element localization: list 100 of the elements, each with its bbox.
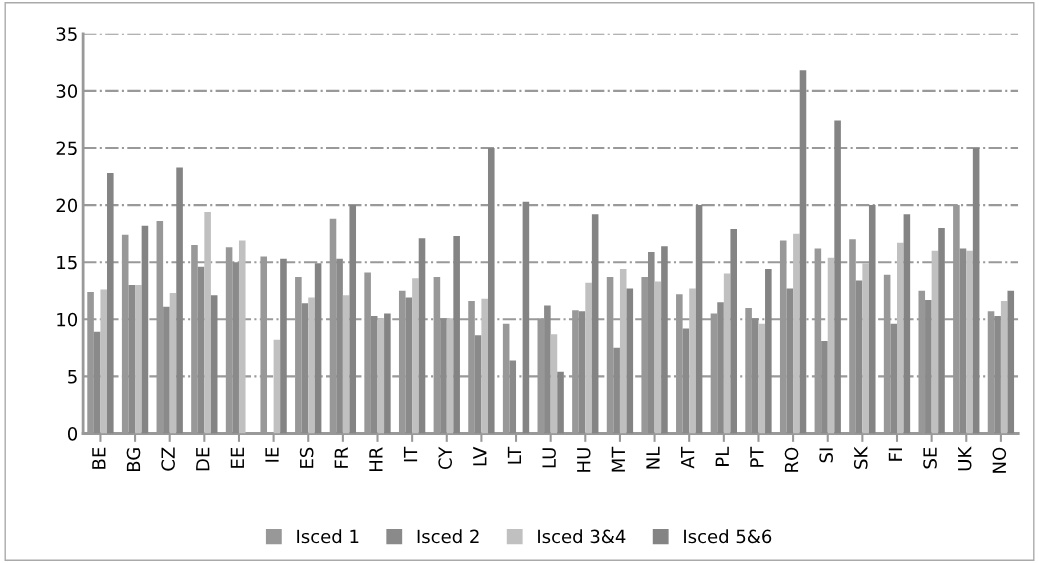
y-tick-label: 15 <box>57 255 77 270</box>
y-tick-label: 25 <box>56 141 77 156</box>
bar <box>591 214 599 434</box>
x-tick-label: SE <box>923 447 937 469</box>
x-tick-label: AT <box>681 446 695 469</box>
bar <box>481 298 488 434</box>
bar <box>972 147 980 434</box>
bar <box>855 280 863 434</box>
bar <box>163 306 170 434</box>
bar <box>903 214 911 434</box>
bar <box>238 240 246 434</box>
bar <box>689 288 696 434</box>
bar <box>349 205 357 434</box>
x-tick-label: FR <box>334 447 348 468</box>
bar <box>834 120 841 434</box>
bar <box>682 328 690 434</box>
bar <box>100 289 108 434</box>
bar <box>799 70 807 434</box>
x-tick-label: EE <box>230 447 244 468</box>
x-tick-label: IT <box>403 446 418 462</box>
bar <box>197 266 205 434</box>
y-tick-label: 30 <box>56 84 78 98</box>
bar <box>232 262 239 434</box>
bar <box>994 315 1001 434</box>
x-tick-label: PL <box>715 446 729 466</box>
bar <box>793 233 800 434</box>
x-tick-label: LU <box>542 448 556 468</box>
bar <box>487 147 495 434</box>
bar <box>446 318 454 434</box>
bar <box>204 211 211 434</box>
legend-label: Isced 1 <box>297 529 359 544</box>
x-tick-label: LT <box>507 446 522 464</box>
x-tick-label: IE <box>265 447 279 462</box>
bar <box>758 323 766 434</box>
bar <box>925 299 932 434</box>
bar <box>522 201 530 434</box>
bar <box>966 250 973 434</box>
y-tick-label: 35 <box>56 27 77 41</box>
bar <box>273 339 281 434</box>
bar <box>107 173 114 434</box>
bar <box>717 302 724 434</box>
x-tick-label: SK <box>853 446 868 469</box>
x-tick-label: NO <box>992 447 1007 473</box>
bar <box>308 297 315 434</box>
y-tick-label: 20 <box>56 198 78 213</box>
bar <box>280 258 287 434</box>
bar <box>695 205 703 434</box>
bar <box>647 251 655 434</box>
legend-label: Isced 3&4 <box>538 529 626 544</box>
x-tick-label: RO <box>784 447 799 472</box>
bar <box>765 269 772 434</box>
bar <box>412 278 419 434</box>
bar <box>613 347 620 434</box>
bar <box>931 250 939 434</box>
bar <box>301 303 309 434</box>
bar <box>938 227 945 434</box>
bar <box>509 360 517 434</box>
bar <box>440 318 447 434</box>
x-tick-label: BG <box>126 448 141 471</box>
bar <box>821 341 828 434</box>
bar <box>862 263 869 434</box>
y-tick-label: 0 <box>67 426 78 441</box>
bar <box>626 288 634 434</box>
bar <box>897 242 904 434</box>
bar <box>751 318 759 434</box>
bar <box>342 295 350 434</box>
legend-label: Isced 2 <box>417 529 479 544</box>
bar <box>730 229 737 434</box>
bar <box>550 334 558 434</box>
x-tick-label: CY <box>438 446 453 470</box>
x-tick-label: LV <box>473 446 487 466</box>
bar <box>827 257 835 434</box>
x-tick-label: FI <box>888 448 902 461</box>
bar <box>1007 290 1015 434</box>
bar <box>723 273 731 434</box>
x-tick-label: HR <box>369 447 383 472</box>
bar <box>578 311 586 434</box>
bar <box>1000 301 1008 434</box>
bar <box>128 285 136 434</box>
x-tick-label: NL <box>646 446 660 469</box>
y-tick-label: 5 <box>68 370 77 384</box>
legend-label: Isced 5&6 <box>684 529 772 544</box>
bar <box>786 288 794 434</box>
x-tick-label: HU <box>577 448 591 472</box>
bar <box>654 281 662 434</box>
bar <box>210 295 218 434</box>
bar <box>619 269 627 434</box>
bar <box>141 225 149 434</box>
bar <box>661 246 668 434</box>
x-tick-label: PT <box>750 446 764 467</box>
bar <box>453 235 460 434</box>
x-tick-label: BE <box>92 447 106 469</box>
y-tick-label: 10 <box>57 312 78 327</box>
bar <box>176 167 183 434</box>
bar <box>890 323 897 434</box>
bar <box>405 297 413 434</box>
bar <box>377 318 385 434</box>
bar <box>959 248 967 434</box>
bar <box>93 331 101 434</box>
x-tick-label: MT <box>611 446 625 472</box>
